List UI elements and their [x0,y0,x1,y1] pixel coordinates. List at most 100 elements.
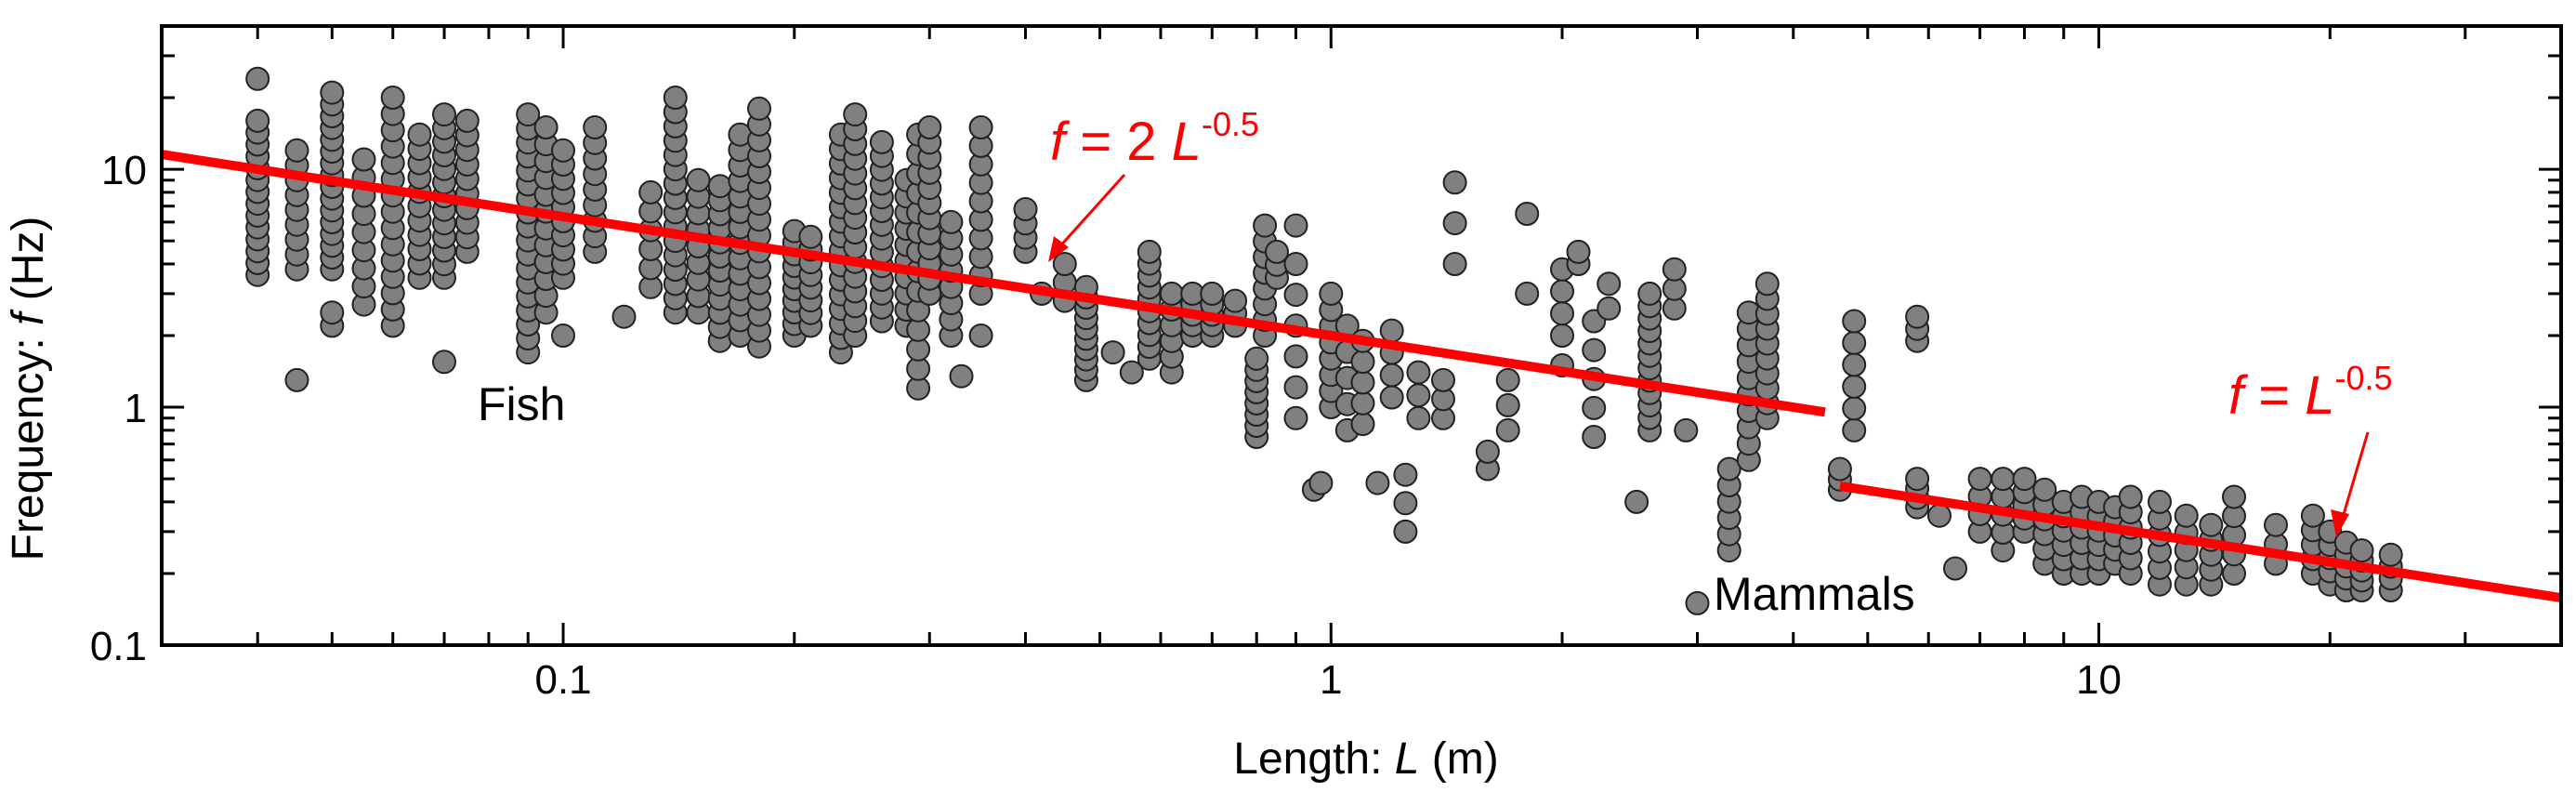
data-point [551,138,575,163]
data-point [1582,337,1607,363]
data-point [1967,467,1992,492]
data-point [1350,370,1375,395]
x-axis-title: Length: L (m) [1233,734,1498,784]
data-point [583,115,608,139]
data-point [1597,271,1622,297]
data-point [1350,412,1375,437]
data-point [1379,363,1404,388]
data-point [1283,213,1308,238]
data-point [1393,519,1418,544]
data-point [1582,425,1607,449]
y-tick-label: 0.1 [90,624,147,669]
data-point [1905,304,1930,329]
data-point [1842,330,1867,355]
data-point [1716,456,1741,482]
fit-fish-arrowhead [1048,236,1069,262]
data-point [1515,281,1540,306]
data-point [1283,283,1308,308]
data-point [1842,374,1867,399]
data-point [2300,503,2325,528]
x-tick-label: 10 [2076,657,2122,703]
data-point [747,96,771,121]
data-point [432,102,456,127]
data-point [1495,367,1520,392]
data-point [2118,484,2143,509]
data-point [1515,202,1540,226]
x-axis-title-suffix: (m) [1419,734,1498,784]
data-point [245,66,270,91]
data-point [407,122,432,147]
data-point [843,102,868,127]
fit-fish-exponent: -0.5 [1202,105,1259,143]
data-point [1350,350,1375,375]
data-point [1308,470,1334,495]
fit-fish-arrow [1056,173,1126,251]
data-point [968,115,993,139]
data-point [1052,252,1077,276]
points-layer [245,66,2403,615]
data-point [1406,360,1431,385]
y-axis-title-suffix: (Hz) [4,217,53,313]
data-point [551,323,575,348]
annotations-layer: f = 2 L-0.5 f = L-0.5 Fish Mammals [478,105,2393,620]
fit-lines-layer [161,150,2562,603]
data-point [1842,352,1867,377]
data-point [1597,296,1622,321]
data-point [638,179,664,205]
data-point [1550,301,1574,326]
data-point [1393,491,1418,516]
data-point [1365,470,1390,495]
data-point [798,224,823,249]
y-tick-label: 1 [125,386,147,431]
data-point [1842,396,1867,421]
data-point [1495,417,1520,442]
data-point [1550,323,1574,348]
data-point [917,115,942,139]
data-point [1827,456,1852,482]
data-point [869,129,894,154]
data-point [686,167,711,192]
data-point [1662,257,1687,282]
fit-mammals-arrowhead [2331,509,2349,537]
data-point [1200,281,1225,306]
data-point [2012,467,2037,492]
data-point [1379,385,1404,410]
data-point [320,80,345,105]
data-point [454,108,480,133]
data-point [1905,467,1930,492]
fish-label: Fish [478,378,565,430]
mammals-label: Mammals [1714,568,1915,620]
data-point [707,174,732,199]
data-point [2199,512,2224,537]
fit-mammals-equation: f = L-0.5 [2228,359,2393,426]
data-point [1319,281,1344,306]
data-point [1350,390,1375,416]
fit-line-mammal_fit [1839,481,2562,603]
data-point [939,209,964,234]
data-point [1253,213,1278,238]
data-point [351,147,376,172]
fit-mammals-exponent: -0.5 [2335,359,2393,397]
data-point [2349,538,2374,563]
data-point [1223,288,1248,313]
data-point [1283,252,1308,276]
fit-fish-eq: = 2 [1065,112,1171,172]
data-point [1991,467,2016,492]
x-tick-label: 0.1 [534,657,591,703]
data-point [1566,239,1591,264]
data-point [968,323,993,348]
fit-fish-equation: f = 2 L-0.5 [1050,105,1259,172]
data-point [1637,281,1663,306]
data-point [1283,344,1308,369]
data-point [380,86,405,110]
data-point [1674,417,1699,442]
fit-fish-L: L [1172,112,1202,172]
fit-mammals-eq: = [2243,365,2305,426]
data-point [1119,360,1144,385]
data-point [1137,239,1162,264]
data-point [516,102,541,127]
data-point [611,304,637,329]
data-point [2264,512,2288,537]
data-point [533,115,559,139]
data-point [1431,367,1455,392]
